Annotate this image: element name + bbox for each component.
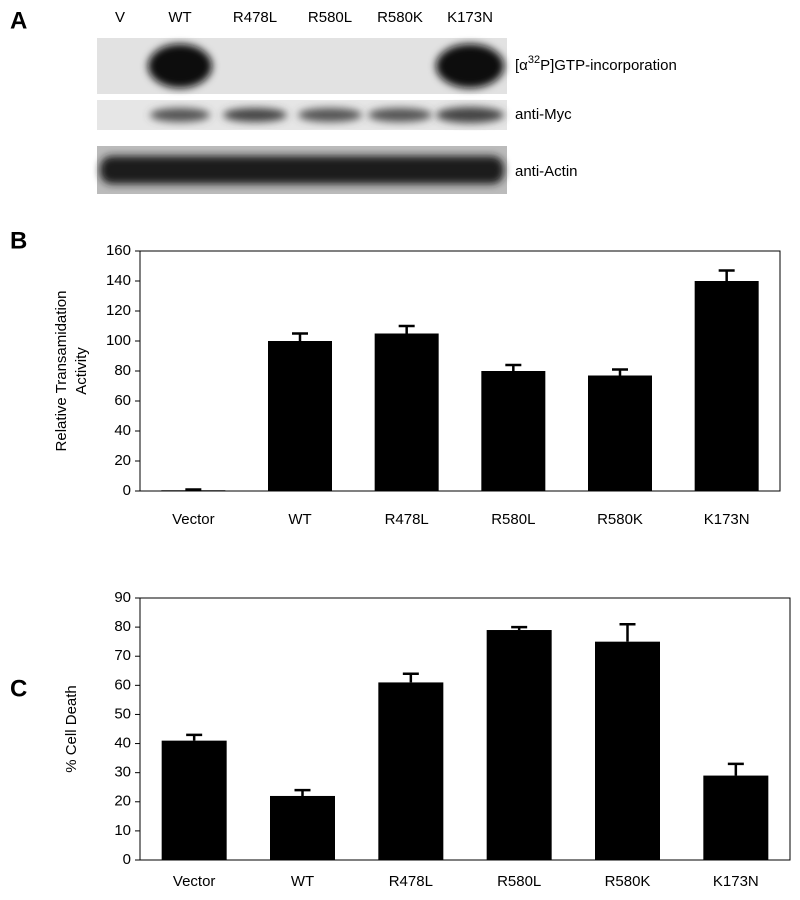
bar [588, 375, 652, 491]
error-bar [185, 488, 202, 491]
bar [703, 775, 769, 860]
row-label-part: [α [515, 57, 528, 74]
y-axis-label: Activity [73, 347, 90, 395]
lane-label: R478L [233, 9, 277, 26]
y-tick-label: 0 [123, 482, 131, 499]
y-tick-label: 80 [114, 618, 131, 635]
band [100, 156, 504, 184]
x-tick-label: R478L [385, 511, 429, 528]
error-bar [292, 332, 308, 341]
y-axis-label: % Cell Death [63, 685, 80, 773]
bar [374, 333, 439, 491]
y-tick-label: 120 [106, 302, 131, 319]
y-tick-label: 40 [114, 422, 131, 439]
lane-label: R580L [308, 9, 352, 26]
row-label: anti-Actin [515, 163, 578, 180]
lane-label: WT [168, 9, 191, 26]
x-tick-label: Vector [172, 511, 215, 528]
lane-label: K173N [447, 9, 493, 26]
error-bar [612, 368, 628, 376]
row-label-sup: 32 [528, 54, 540, 66]
lane-label: R580K [377, 9, 423, 26]
y-tick-label: 60 [114, 392, 131, 409]
bar [270, 795, 335, 860]
y-tick-label: 0 [123, 851, 131, 868]
error-bar [186, 733, 203, 741]
x-tick-label: Vector [173, 873, 216, 890]
bar [694, 281, 759, 491]
x-tick-label: K173N [713, 873, 759, 890]
error-bar [718, 269, 735, 281]
y-tick-label: 40 [114, 735, 131, 752]
plot-frame [139, 250, 781, 492]
y-tick-label: 20 [114, 793, 131, 810]
y-tick-label: 140 [106, 272, 131, 289]
y-tick-label: 20 [114, 452, 131, 469]
x-tick-label: R580L [491, 511, 535, 528]
y-tick-label: 60 [114, 676, 131, 693]
x-tick-label: R580K [597, 511, 643, 528]
bar [378, 682, 444, 860]
x-tick-label: K173N [704, 511, 750, 528]
x-tick-label: R580K [605, 873, 651, 890]
error-bar [402, 672, 419, 683]
panel-label: A [10, 7, 27, 34]
error-bar [398, 324, 415, 334]
bar [595, 641, 660, 860]
x-tick-label: R478L [389, 873, 433, 890]
y-tick-label: 80 [114, 362, 131, 379]
y-tick-label: 160 [106, 242, 131, 259]
error-bar [294, 788, 311, 796]
row-label: [α32P]GTP-incorporation [515, 54, 677, 74]
bar [161, 740, 227, 860]
panel-label: C [10, 675, 27, 702]
plot-frame [139, 597, 791, 861]
y-tick-label: 90 [114, 589, 131, 606]
band [148, 44, 212, 88]
x-tick-label: WT [288, 511, 311, 528]
y-tick-label: 10 [114, 822, 131, 839]
y-tick-label: 70 [114, 647, 131, 664]
bar [481, 371, 546, 491]
bar [486, 630, 552, 860]
error-bar [511, 625, 528, 631]
error-bar [727, 762, 744, 776]
row-label: anti-Myc [515, 106, 572, 123]
band [368, 108, 432, 122]
band [150, 108, 210, 122]
y-tick-label: 30 [114, 764, 131, 781]
y-axis-label: Relative Transamidation [53, 291, 70, 452]
band [436, 107, 504, 123]
blot [97, 38, 507, 194]
x-tick-label: R580L [497, 873, 541, 890]
x-tick-label: WT [291, 873, 314, 890]
error-bar [505, 363, 522, 371]
band [298, 108, 362, 122]
lane-label: V [115, 9, 125, 26]
panel-label: B [10, 227, 27, 254]
band [223, 108, 287, 122]
bar [268, 341, 332, 491]
y-tick-label: 50 [114, 705, 131, 722]
y-tick-label: 100 [106, 332, 131, 349]
band [436, 44, 504, 88]
error-bar [619, 622, 636, 642]
row-label-part: P]GTP-incorporation [540, 57, 677, 74]
